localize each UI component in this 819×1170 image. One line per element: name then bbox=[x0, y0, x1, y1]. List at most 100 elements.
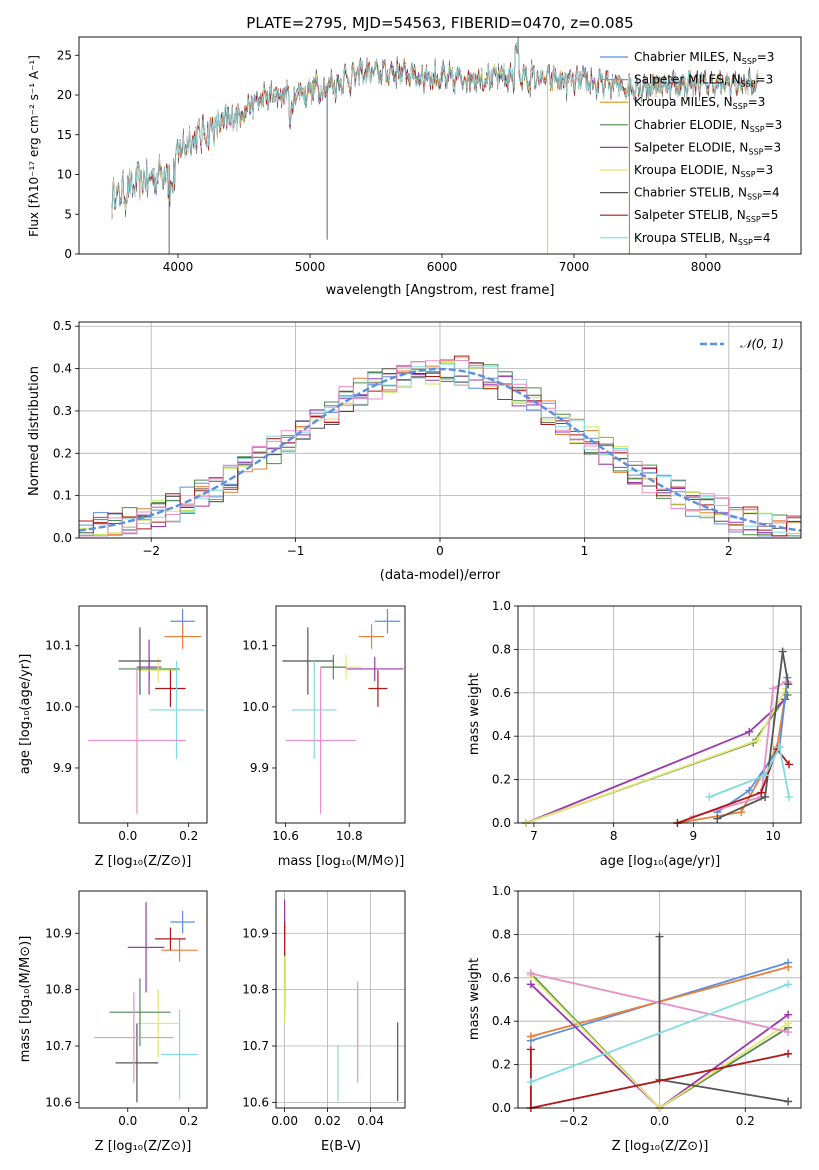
age-vs-mass-panel: mass [log₁₀(M/M⊙)] 10.6 10.8 9.9 10.0 10.1 bbox=[242, 605, 406, 869]
x-tick-label: 10.8 bbox=[336, 829, 363, 843]
y-tick-label: 10.8 bbox=[45, 983, 72, 997]
y-tick-label: 0.5 bbox=[53, 319, 72, 333]
x-tick-label: 10 bbox=[765, 829, 780, 843]
y-tick-label: 0.2 bbox=[492, 1058, 511, 1072]
y-tick-label: 10.8 bbox=[242, 983, 269, 997]
weight-marker bbox=[769, 684, 778, 693]
legend-label: Salpeter ELODIE, NSSP=3 bbox=[634, 140, 781, 156]
mass-vs-z-panel: Z [log₁₀(Z/Z⊙)] mass [log₁₀(M/M⊙)] 0.0 0.… bbox=[18, 890, 208, 1154]
axes-frame bbox=[78, 605, 208, 824]
legend-label: Chabrier ELODIE, NSSP=3 bbox=[634, 118, 782, 134]
weight-marker bbox=[745, 786, 754, 795]
x-tick-label: 4000 bbox=[163, 260, 194, 274]
mass-weight-vs-z-panel: Z [log₁₀(Z/Z⊙)] mass weight −0.2 0.0 0.2 0.… bbox=[467, 884, 802, 1154]
weight-marker bbox=[745, 727, 754, 736]
errorbar-points bbox=[88, 609, 204, 814]
y-tick-label: 15 bbox=[57, 128, 72, 142]
x-tick-label: 7 bbox=[530, 829, 538, 843]
weight-marker bbox=[526, 1045, 535, 1054]
x-tick-label: 7000 bbox=[559, 260, 590, 274]
legend-label: Chabrier MILES, NSSP=3 bbox=[634, 50, 774, 66]
weight-marker bbox=[526, 1077, 535, 1086]
y-tick-label: 0.0 bbox=[53, 531, 72, 545]
x-tick-label: 8 bbox=[610, 829, 618, 843]
weight-marker bbox=[753, 736, 762, 745]
weight-marker bbox=[785, 760, 794, 769]
hist-ylabel: Normed distribution bbox=[27, 366, 42, 496]
age-z-ylabel: age [log₁₀(age/yr)] bbox=[18, 654, 33, 775]
weight-line-4 bbox=[677, 681, 789, 824]
x-tick-label: 0 bbox=[436, 544, 444, 558]
legend-label: Kroupa ELODIE, NSSP=3 bbox=[634, 163, 773, 179]
weight-line-9 bbox=[530, 983, 789, 1083]
x-tick-label: 0.0 bbox=[118, 829, 137, 843]
hist-xlabel: (data-model)/error bbox=[380, 568, 501, 583]
age-mass-xlabel: mass [log₁₀(M/M⊙)] bbox=[278, 854, 405, 869]
x-tick-label: 0.2 bbox=[736, 1114, 755, 1128]
mw-age-xlabel: age [log₁₀(age/yr)] bbox=[600, 854, 721, 869]
x-tick-label: 0.02 bbox=[314, 1114, 341, 1128]
weight-marker bbox=[705, 792, 714, 801]
weight-line-7 bbox=[716, 651, 790, 820]
legend-label: Salpeter STELIB, NSSP=5 bbox=[634, 208, 778, 224]
y-tick-label: 0.4 bbox=[492, 729, 511, 743]
y-tick-label: 10.1 bbox=[45, 639, 72, 653]
y-tick-label: 0.8 bbox=[492, 927, 511, 941]
spectrum-lines bbox=[111, 37, 759, 254]
x-tick-label: 0.0 bbox=[118, 1114, 137, 1128]
mw-z-ylabel: mass weight bbox=[467, 958, 482, 1040]
x-tick-label: 2 bbox=[725, 544, 733, 558]
x-tick-label: 0.04 bbox=[357, 1114, 384, 1128]
mw-z-xlabel: Z [log₁₀(Z/Z⊙)] bbox=[612, 1139, 709, 1154]
axes-frame bbox=[78, 36, 802, 255]
weight-marker bbox=[785, 792, 794, 801]
x-tick-label: −1 bbox=[287, 544, 305, 558]
y-tick-label: 0 bbox=[64, 247, 72, 261]
weight-lines bbox=[521, 647, 794, 827]
axes-frame bbox=[517, 605, 802, 824]
spectrum-legend: Chabrier MILES, NSSP=3 Salpeter MILES, NS… bbox=[600, 50, 782, 247]
x-tick-label: 0.0 bbox=[650, 1114, 669, 1128]
y-tick-label: 0.0 bbox=[492, 816, 511, 830]
y-tick-label: 10.7 bbox=[242, 1039, 269, 1053]
spectrum-title: PLATE=2795, MJD=54563, FIBERID=0470, z=0… bbox=[246, 14, 633, 32]
mw-age-ylabel: mass weight bbox=[467, 673, 482, 755]
y-tick-label: 0.6 bbox=[492, 686, 511, 700]
weight-marker bbox=[784, 1028, 793, 1037]
spectrum-xlabel: wavelength [Angstrom, rest frame] bbox=[326, 283, 555, 298]
spectrum-series-1 bbox=[111, 37, 759, 220]
y-tick-label: 0.1 bbox=[53, 489, 72, 503]
x-tick-label: 8000 bbox=[691, 260, 722, 274]
weight-marker bbox=[526, 980, 535, 989]
weight-marker bbox=[784, 980, 793, 989]
weight-line-8 bbox=[677, 747, 790, 824]
weight-marker bbox=[757, 788, 766, 797]
spectrum-ylabel: Flux [fλ10⁻¹⁷ erg cm⁻² s⁻¹ A⁻¹] bbox=[27, 55, 41, 237]
x-tick-label: 6000 bbox=[427, 260, 458, 274]
y-tick-label: 0.4 bbox=[53, 362, 72, 376]
mass-ebv-xlabel: E(B-V) bbox=[321, 1139, 361, 1154]
errorbar-points bbox=[284, 899, 399, 1102]
y-tick-label: 9.9 bbox=[250, 761, 269, 775]
weight-marker bbox=[784, 1010, 793, 1019]
y-tick-label: 1.0 bbox=[492, 884, 511, 898]
x-tick-label: 1 bbox=[581, 544, 589, 558]
weight-marker bbox=[737, 808, 746, 817]
weight-marker bbox=[775, 743, 784, 752]
legend-label: 𝒩(0, 1) bbox=[740, 337, 784, 351]
weight-marker bbox=[784, 1097, 793, 1106]
gaussian-curve bbox=[78, 367, 802, 532]
weight-marker bbox=[713, 814, 722, 823]
legend-label: Chabrier STELIB, NSSP=4 bbox=[634, 186, 780, 202]
weight-marker bbox=[655, 932, 664, 941]
mass-z-xlabel: Z [log₁₀(Z/Z⊙)] bbox=[95, 1139, 192, 1154]
residual-histogram-panel: (data-model)/error Normed distribution −… bbox=[27, 319, 802, 583]
mass-weight-vs-age-panel: age [log₁₀(age/yr)] mass weight 7 8 9 10 0.0… bbox=[467, 599, 802, 869]
weight-marker bbox=[778, 647, 787, 656]
x-tick-label: 5000 bbox=[295, 260, 326, 274]
legend-label: Kroupa MILES, NSSP=3 bbox=[634, 95, 765, 111]
weight-marker bbox=[761, 771, 770, 780]
y-tick-label: 20 bbox=[57, 88, 72, 102]
axes-frame bbox=[275, 605, 406, 824]
x-tick-label: 0.00 bbox=[271, 1114, 298, 1128]
